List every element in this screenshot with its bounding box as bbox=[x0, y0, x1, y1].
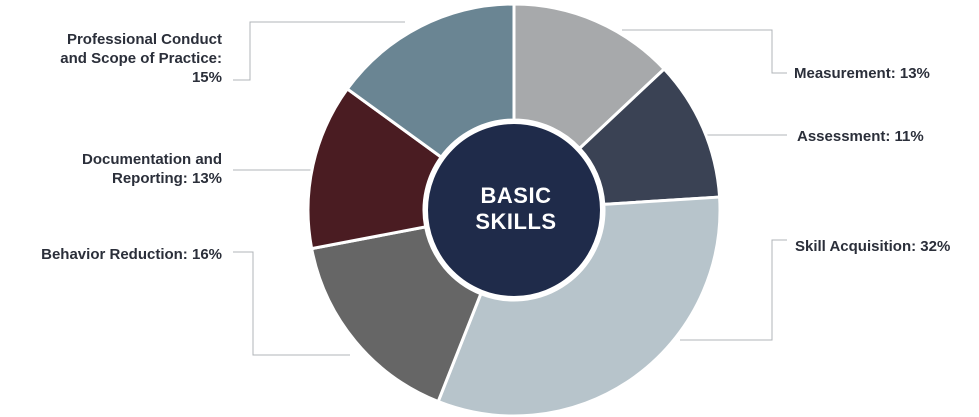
label-assessment: Assessment: 11% bbox=[797, 128, 924, 145]
leader-line-skill-acquisition bbox=[680, 239, 787, 341]
label-behavior-reduction: Behavior Reduction: 16% bbox=[41, 246, 222, 263]
label-documentation: Documentation and Reporting: 13% bbox=[81, 151, 222, 187]
label-skill-acquisition: Skill Acquisition: 32% bbox=[795, 238, 951, 255]
leader-line-measurement bbox=[622, 29, 787, 74]
label-professional-conduct: Professional Conduct and Scope of Practi… bbox=[60, 31, 222, 86]
center-label: BASIC SKILLS bbox=[444, 183, 588, 235]
center-circle bbox=[424, 120, 604, 300]
center-label-line: BASIC bbox=[480, 183, 552, 208]
leader-line-behavior-reduction bbox=[233, 251, 350, 356]
leader-line-professional-conduct bbox=[233, 21, 405, 81]
label-measurement: Measurement: 13% bbox=[794, 65, 930, 82]
slice-behavior-reduction bbox=[309, 225, 483, 404]
center-label-line: SKILLS bbox=[475, 209, 557, 234]
